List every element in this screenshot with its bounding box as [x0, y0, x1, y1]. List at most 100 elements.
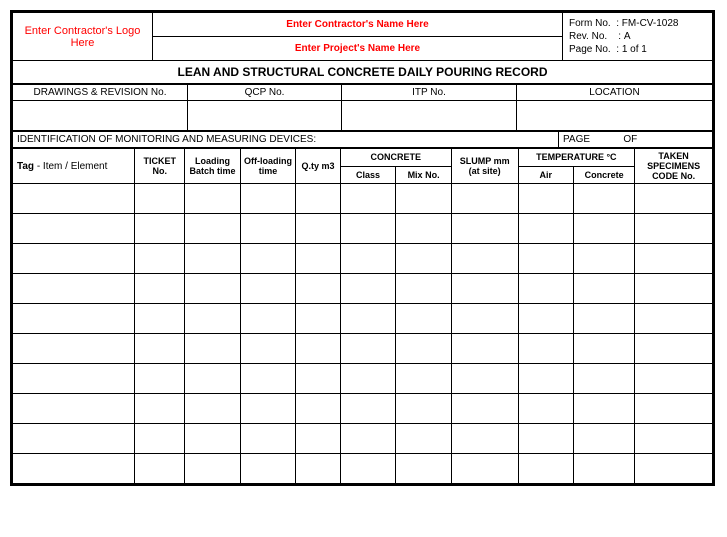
drawings-value[interactable]	[13, 101, 188, 131]
data-cell[interactable]	[518, 184, 574, 214]
data-cell[interactable]	[240, 424, 296, 454]
data-cell[interactable]	[240, 364, 296, 394]
data-cell[interactable]	[296, 304, 340, 334]
data-cell[interactable]	[396, 394, 452, 424]
data-cell[interactable]	[240, 394, 296, 424]
data-cell[interactable]	[635, 424, 713, 454]
data-cell[interactable]	[574, 304, 635, 334]
data-cell[interactable]	[340, 244, 396, 274]
data-cell[interactable]	[518, 274, 574, 304]
data-cell[interactable]	[185, 424, 241, 454]
data-cell[interactable]	[451, 364, 518, 394]
data-cell[interactable]	[396, 184, 452, 214]
data-cell[interactable]	[396, 274, 452, 304]
data-cell[interactable]	[635, 364, 713, 394]
data-cell[interactable]	[296, 244, 340, 274]
data-cell[interactable]	[574, 454, 635, 484]
data-cell[interactable]	[574, 334, 635, 364]
data-cell[interactable]	[240, 274, 296, 304]
data-cell[interactable]	[396, 214, 452, 244]
data-cell[interactable]	[185, 214, 241, 244]
data-cell[interactable]	[13, 454, 135, 484]
data-cell[interactable]	[240, 214, 296, 244]
data-cell[interactable]	[185, 304, 241, 334]
data-cell[interactable]	[135, 184, 185, 214]
data-cell[interactable]	[396, 244, 452, 274]
data-cell[interactable]	[574, 364, 635, 394]
data-cell[interactable]	[635, 244, 713, 274]
data-cell[interactable]	[340, 424, 396, 454]
data-cell[interactable]	[13, 214, 135, 244]
data-cell[interactable]	[135, 454, 185, 484]
data-cell[interactable]	[574, 184, 635, 214]
data-cell[interactable]	[518, 394, 574, 424]
data-cell[interactable]	[635, 304, 713, 334]
data-cell[interactable]	[135, 424, 185, 454]
data-cell[interactable]	[396, 424, 452, 454]
data-cell[interactable]	[396, 304, 452, 334]
data-cell[interactable]	[574, 274, 635, 304]
data-cell[interactable]	[340, 394, 396, 424]
data-cell[interactable]	[135, 304, 185, 334]
data-cell[interactable]	[340, 334, 396, 364]
data-cell[interactable]	[518, 424, 574, 454]
data-cell[interactable]	[340, 304, 396, 334]
data-cell[interactable]	[296, 454, 340, 484]
qcp-value[interactable]	[188, 101, 342, 131]
data-cell[interactable]	[451, 214, 518, 244]
data-cell[interactable]	[13, 334, 135, 364]
data-cell[interactable]	[296, 184, 340, 214]
data-cell[interactable]	[518, 334, 574, 364]
data-cell[interactable]	[635, 214, 713, 244]
data-cell[interactable]	[135, 214, 185, 244]
data-cell[interactable]	[296, 214, 340, 244]
data-cell[interactable]	[185, 394, 241, 424]
data-cell[interactable]	[635, 334, 713, 364]
data-cell[interactable]	[340, 454, 396, 484]
data-cell[interactable]	[635, 184, 713, 214]
data-cell[interactable]	[240, 454, 296, 484]
data-cell[interactable]	[518, 364, 574, 394]
data-cell[interactable]	[296, 424, 340, 454]
data-cell[interactable]	[135, 364, 185, 394]
data-cell[interactable]	[635, 454, 713, 484]
data-cell[interactable]	[340, 364, 396, 394]
location-value[interactable]	[517, 101, 713, 131]
data-cell[interactable]	[574, 244, 635, 274]
data-cell[interactable]	[451, 424, 518, 454]
data-cell[interactable]	[340, 214, 396, 244]
data-cell[interactable]	[451, 244, 518, 274]
data-cell[interactable]	[574, 214, 635, 244]
data-cell[interactable]	[135, 244, 185, 274]
data-cell[interactable]	[396, 454, 452, 484]
data-cell[interactable]	[340, 184, 396, 214]
data-cell[interactable]	[13, 184, 135, 214]
data-cell[interactable]	[13, 274, 135, 304]
data-cell[interactable]	[340, 274, 396, 304]
data-cell[interactable]	[185, 244, 241, 274]
data-cell[interactable]	[240, 304, 296, 334]
data-cell[interactable]	[296, 364, 340, 394]
data-cell[interactable]	[185, 184, 241, 214]
data-cell[interactable]	[13, 244, 135, 274]
data-cell[interactable]	[574, 394, 635, 424]
data-cell[interactable]	[451, 184, 518, 214]
data-cell[interactable]	[185, 334, 241, 364]
data-cell[interactable]	[296, 334, 340, 364]
data-cell[interactable]	[451, 334, 518, 364]
data-cell[interactable]	[451, 304, 518, 334]
data-cell[interactable]	[396, 334, 452, 364]
data-cell[interactable]	[240, 184, 296, 214]
data-cell[interactable]	[635, 274, 713, 304]
data-cell[interactable]	[185, 274, 241, 304]
data-cell[interactable]	[13, 394, 135, 424]
data-cell[interactable]	[135, 394, 185, 424]
data-cell[interactable]	[518, 214, 574, 244]
data-cell[interactable]	[185, 454, 241, 484]
data-cell[interactable]	[451, 454, 518, 484]
data-cell[interactable]	[451, 394, 518, 424]
data-cell[interactable]	[296, 394, 340, 424]
data-cell[interactable]	[13, 364, 135, 394]
data-cell[interactable]	[635, 394, 713, 424]
data-cell[interactable]	[518, 454, 574, 484]
